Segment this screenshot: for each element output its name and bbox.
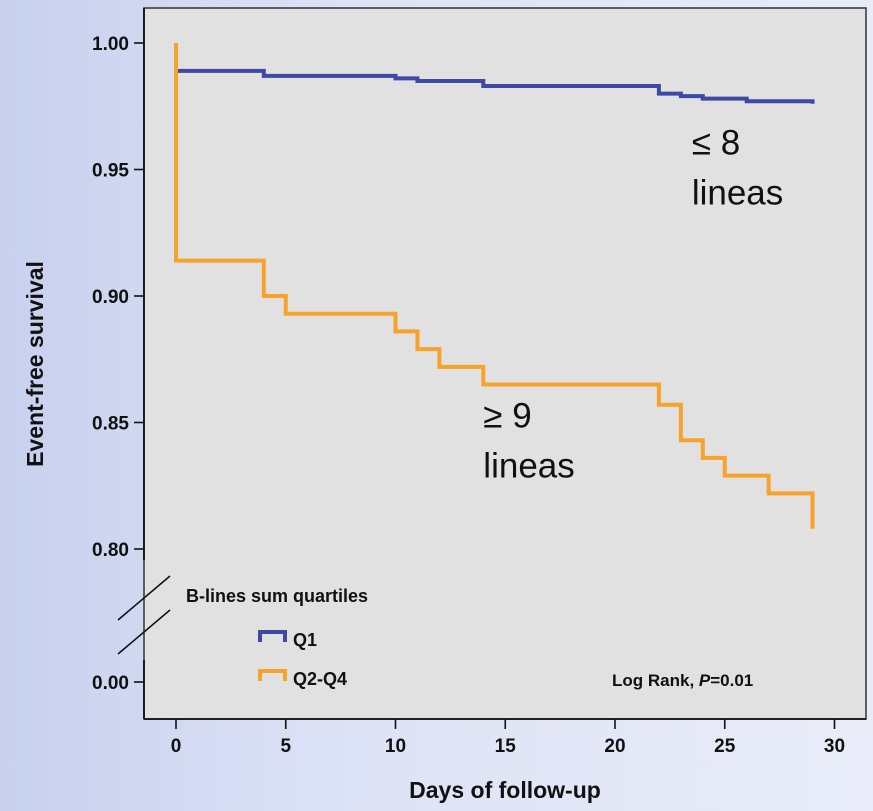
legend: B-lines sum quartiles Q1 Q2-Q4: [186, 586, 368, 689]
annotation-threshold: ≤ 8: [692, 123, 740, 162]
y-tick-label: 1.00: [92, 34, 129, 55]
annotation-threshold: ≥ 9: [483, 397, 531, 436]
series-line-q1: [176, 68, 815, 104]
x-tick-label: 10: [385, 736, 406, 757]
series-line-q2q4: [174, 43, 815, 529]
legend-title: B-lines sum quartiles: [186, 586, 368, 606]
plot-area: [143, 7, 867, 720]
y-axis-title: Event-free survival: [22, 261, 48, 467]
x-tick-label: 15: [495, 736, 517, 757]
y-axis-break-mark: [117, 609, 171, 655]
legend-swatch-q1: [258, 630, 287, 642]
annotation-label: lineas: [692, 173, 783, 212]
annotation-label: lineas: [483, 447, 574, 486]
x-axis: 0 5 10 15 20 25 30: [144, 718, 866, 757]
y-axis: 1.00 0.95 0.90 0.85 0.80 0.00: [92, 8, 171, 719]
y-tick-label: 0.90: [92, 287, 129, 308]
y-tick-label: 0.85: [92, 414, 129, 435]
log-rank-text: Log Rank, P=0.01: [612, 671, 753, 690]
y-axis-break-mark: [117, 575, 171, 621]
y-tick-label: 0.95: [92, 161, 129, 182]
y-tick-label: 0.00: [92, 673, 129, 694]
legend-swatch-q2q4: [258, 669, 287, 681]
legend-label-q1: Q1: [293, 630, 317, 650]
x-axis-title: Days of follow-up: [409, 777, 601, 803]
annotations: ≤ 8 lineas ≥ 9 lineas: [483, 123, 783, 485]
x-tick-label: 0: [171, 736, 182, 757]
series-layer: [174, 43, 815, 529]
x-tick-label: 30: [824, 736, 845, 757]
legend-label-q2q4: Q2-Q4: [293, 669, 347, 689]
y-tick-label: 0.80: [92, 540, 129, 561]
x-tick-label: 5: [280, 736, 291, 757]
x-tick-label: 20: [604, 736, 625, 757]
x-tick-label: 25: [714, 736, 736, 757]
